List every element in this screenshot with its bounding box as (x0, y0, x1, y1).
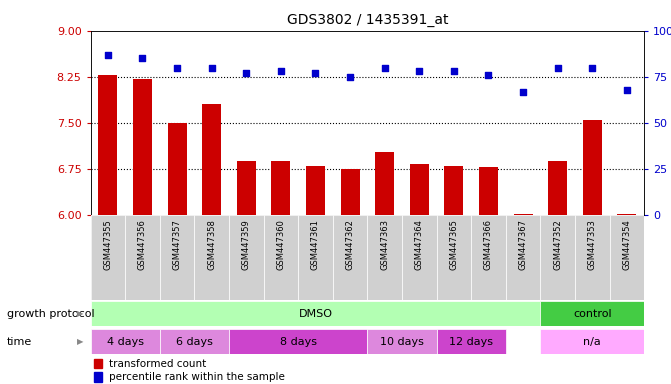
Text: GSM447353: GSM447353 (588, 219, 597, 270)
Text: GSM447367: GSM447367 (519, 219, 527, 270)
Text: 8 days: 8 days (280, 337, 317, 347)
Point (379, 65, 390, 71)
Bar (237, 161, 256, 215)
Bar (125, 215, 160, 300)
Bar (202, 104, 221, 215)
Bar (548, 161, 567, 215)
Bar (582, 120, 602, 215)
Bar (133, 79, 152, 215)
Text: control: control (573, 309, 611, 319)
Bar (91, 301, 540, 326)
Bar (341, 169, 360, 215)
Bar (229, 215, 264, 300)
Text: n/a: n/a (583, 337, 601, 347)
Point (448, 68, 459, 74)
Text: ▶: ▶ (77, 338, 84, 346)
Bar (437, 329, 506, 354)
Point (310, 70, 321, 76)
Bar (333, 215, 368, 300)
Title: GDS3802 / 1435391_at: GDS3802 / 1435391_at (287, 13, 448, 27)
Point (414, 68, 425, 74)
Bar (229, 329, 367, 354)
Text: GSM447358: GSM447358 (207, 219, 216, 270)
Bar (298, 215, 333, 300)
Text: GSM447366: GSM447366 (484, 219, 493, 270)
Text: GSM447361: GSM447361 (311, 219, 320, 270)
Text: 4 days: 4 days (107, 337, 144, 347)
Bar (160, 215, 195, 300)
Bar (540, 329, 644, 354)
Bar (94, 359, 102, 368)
Point (345, 74, 356, 80)
Bar (575, 215, 609, 300)
Text: growth protocol: growth protocol (7, 309, 95, 319)
Bar (540, 215, 575, 300)
Bar (617, 214, 636, 215)
Text: GSM447354: GSM447354 (623, 219, 631, 270)
Text: GSM447363: GSM447363 (380, 219, 389, 270)
Text: transformed count: transformed count (109, 359, 206, 369)
Text: DMSO: DMSO (299, 309, 332, 319)
Point (483, 72, 494, 78)
Point (518, 88, 529, 94)
Text: GSM447362: GSM447362 (346, 219, 354, 270)
Point (587, 65, 598, 71)
Bar (402, 215, 437, 300)
Point (172, 65, 183, 71)
Bar (91, 329, 160, 354)
Point (206, 65, 217, 71)
Text: ▶: ▶ (77, 310, 84, 318)
Point (276, 68, 287, 74)
Bar (609, 215, 644, 300)
Bar (160, 329, 229, 354)
Bar (375, 152, 394, 215)
Text: GSM447355: GSM447355 (103, 219, 112, 270)
Bar (195, 215, 229, 300)
Point (241, 70, 252, 76)
Bar (471, 215, 506, 300)
Bar (367, 329, 437, 354)
Bar (540, 301, 644, 326)
Bar (99, 75, 117, 215)
Text: GSM447365: GSM447365 (450, 219, 458, 270)
Bar (479, 167, 498, 215)
Bar (506, 215, 540, 300)
Bar (94, 372, 102, 382)
Text: GSM447352: GSM447352 (553, 219, 562, 270)
Text: GSM447357: GSM447357 (172, 219, 182, 270)
Bar (437, 215, 471, 300)
Bar (410, 164, 429, 215)
Bar (168, 123, 187, 215)
Point (621, 87, 632, 93)
Bar (271, 161, 291, 215)
Bar (306, 166, 325, 215)
Point (137, 55, 148, 61)
Text: 6 days: 6 days (176, 337, 213, 347)
Bar (264, 215, 298, 300)
Text: GSM447360: GSM447360 (276, 219, 285, 270)
Point (552, 65, 563, 71)
Text: percentile rank within the sample: percentile rank within the sample (109, 372, 285, 382)
Bar (367, 215, 402, 300)
Text: time: time (7, 337, 32, 347)
Bar (513, 214, 533, 215)
Text: GSM447364: GSM447364 (415, 219, 424, 270)
Text: 12 days: 12 days (449, 337, 493, 347)
Text: 10 days: 10 days (380, 337, 424, 347)
Bar (444, 166, 464, 215)
Text: GSM447359: GSM447359 (242, 219, 251, 270)
Text: GSM447356: GSM447356 (138, 219, 147, 270)
Bar (91, 215, 125, 300)
Point (103, 51, 113, 58)
